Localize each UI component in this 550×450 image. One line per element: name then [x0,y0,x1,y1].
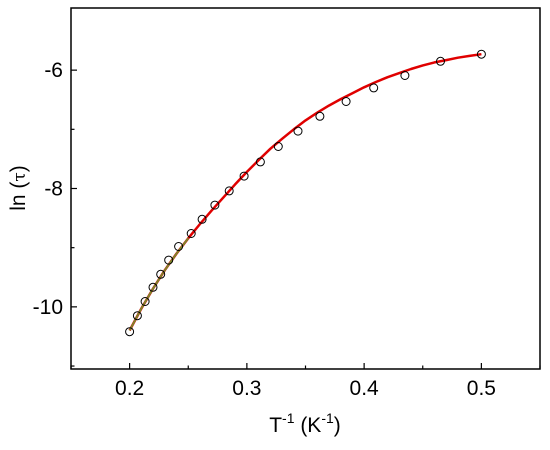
y-tick-label: -6 [44,59,63,82]
fit-curve-layer [128,52,482,332]
y-axis-ticks: -10 -8 -6 [33,59,77,367]
data-point [273,142,283,151]
y-tick-label: -8 [44,178,63,201]
x-axis-title-base: T [269,414,282,437]
x-tick-label: 0.2 [115,377,144,400]
x-tick-label: 0.5 [467,377,496,400]
data-point [476,49,486,59]
data-point [197,214,207,224]
y-axis-title-symbol: τ [10,172,30,181]
data-point [224,186,234,196]
data-point [186,229,196,238]
x-axis-title-mid: (K [294,414,321,437]
data-point [132,311,142,321]
data-point [436,56,445,66]
data-point [140,297,150,306]
x-tick-label: 0.4 [350,377,380,400]
y-axis-title: ln (τ) [7,165,30,211]
x-axis-title-sup2: -1 [321,410,334,426]
y-axis-title-pre: ln ( [7,182,30,211]
y-tick-label: -10 [33,296,63,319]
y-axis-title-post: ) [7,165,30,172]
data-point [341,97,351,106]
data-point [255,157,265,167]
data-point [148,282,158,292]
data-point [315,111,325,121]
x-axis-ticks: 0.2 0.3 0.4 0.5 [70,363,541,400]
x-axis-title-end: ) [334,414,341,437]
x-tick-label: 0.3 [232,377,261,400]
data-point [125,327,135,337]
data-point [164,255,174,265]
data-point [174,242,184,251]
data-point [369,83,379,93]
x-axis-title-sup1: -1 [282,410,295,426]
x-axis-title: T-1 (K-1) [269,410,341,437]
data-point [239,171,249,181]
data-point [293,126,303,136]
data-point [400,71,410,80]
fit-curve [128,52,482,332]
data-point [210,200,220,210]
data-points-layer [125,49,486,337]
data-point [156,269,166,279]
